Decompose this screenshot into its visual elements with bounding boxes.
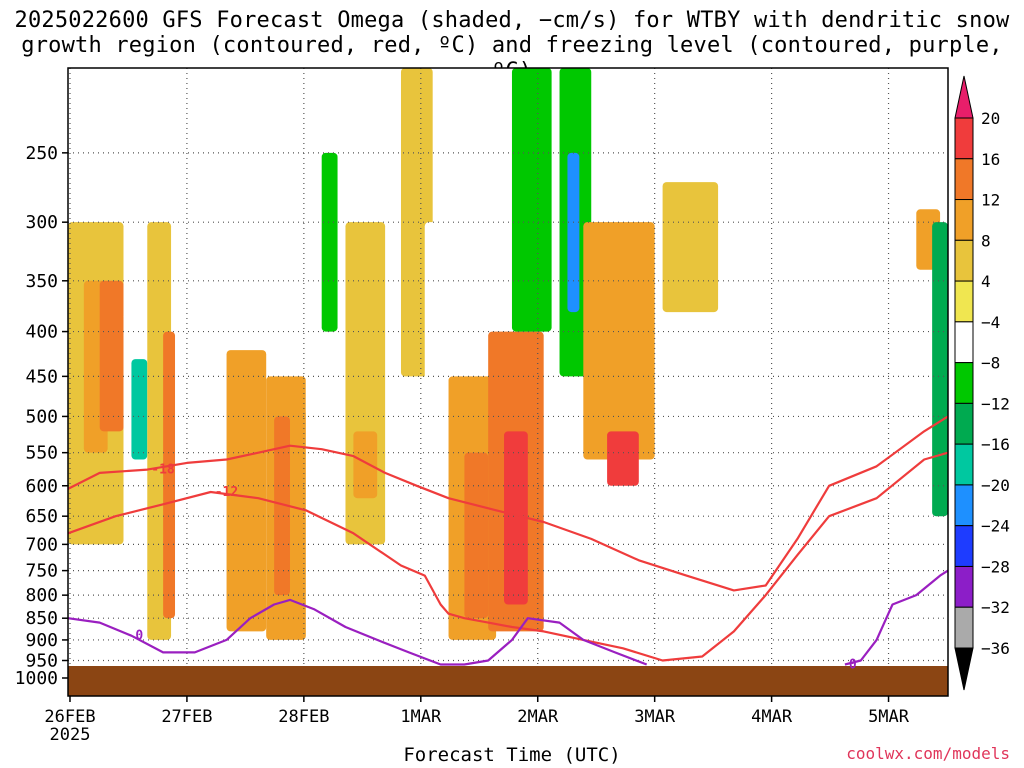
- y-tick-label: 750: [25, 561, 58, 582]
- plot-frame: [67, 67, 949, 697]
- colorbar-swatch: [954, 484, 974, 527]
- credit-link[interactable]: coolwx.com/models: [846, 744, 1010, 763]
- omega-shade-cell: [567, 152, 580, 313]
- colorbar-swatch: [954, 280, 974, 323]
- omega-shade-cell: [321, 152, 338, 332]
- colorbar-swatch: [954, 525, 974, 567]
- y-tick-label: 700: [25, 534, 58, 555]
- colorbar-swatch: [954, 362, 974, 404]
- y-tick-label: 250: [25, 143, 58, 164]
- omega-shade-cell: [844, 416, 901, 596]
- freezing-level-contour-right-label: 0: [849, 657, 857, 672]
- dgz-minus18-contour: [67, 415, 949, 592]
- y-tick-label: 350: [25, 271, 58, 292]
- colorbar-label: −8: [981, 354, 1000, 373]
- plot-area: [68, 68, 948, 696]
- y-axis: 2503003504004505005506006507007508008509…: [15, 143, 68, 689]
- colorbar-swatch: [954, 402, 974, 445]
- colorbar-label: −36: [981, 639, 1010, 658]
- colorbar-top-triangle: [954, 75, 974, 119]
- colorbar-swatch: [954, 565, 974, 608]
- omega-shade-cell: [464, 452, 489, 619]
- y-tick-label: 300: [25, 212, 58, 233]
- colorbar-label: −24: [981, 517, 1010, 536]
- dgz-minus18-contour-label: -18: [151, 463, 175, 478]
- colorbar-swatch: [954, 117, 974, 160]
- x-axis: 26FEB 27FEB 28FEB 1MAR 2MAR 3MAR 4MAR 5MAR 2025: [44, 696, 910, 745]
- omega-shade-cell: [686, 331, 742, 596]
- omega-shade-cell: [99, 280, 124, 432]
- colorbar-swatch: [954, 199, 974, 241]
- x-tick-label: 5MAR: [868, 707, 910, 727]
- x-tick-label: 4MAR: [751, 707, 793, 727]
- x-tick-label: 1MAR: [400, 707, 442, 727]
- x-tick-label: 26FEB: [44, 707, 95, 727]
- y-tick-label: 900: [25, 630, 58, 651]
- x-tick-label: 2MAR: [517, 707, 559, 727]
- y-tick-label: 950: [25, 650, 58, 671]
- colorbar-label: 16: [981, 150, 1000, 169]
- chart-title-line-1: 2025022600 GFS Forecast Omega (shaded, −…: [14, 8, 1010, 33]
- y-tick-label: 400: [25, 322, 58, 343]
- colorbar-label: −28: [981, 557, 1010, 576]
- chart-title-line-2: growth region (contoured, red, ºC) and f…: [21, 33, 1003, 84]
- colorbar-label: 4: [981, 272, 991, 291]
- omega-shade-cell: [504, 431, 528, 605]
- colorbar-label: 12: [981, 191, 1000, 210]
- grid: [68, 68, 948, 666]
- omega-shade-cell: [353, 431, 378, 499]
- omega-shade-cell: [163, 331, 176, 619]
- x-tick-label: 28FEB: [278, 707, 329, 727]
- colorbar-label: −4: [981, 313, 1000, 332]
- y-tick-label: 450: [25, 366, 58, 387]
- y-tick-label: 550: [25, 443, 58, 464]
- colorbar-swatch: [954, 239, 974, 282]
- colorbar-label: −16: [981, 435, 1010, 454]
- y-tick-label: 1000: [15, 668, 58, 689]
- colorbar-swatch: [954, 443, 974, 486]
- omega-shade-cell: [131, 359, 148, 460]
- omega-shade-cell: [424, 222, 449, 486]
- omega-shade-cell: [226, 350, 267, 632]
- colorbar-label: −32: [981, 598, 1010, 617]
- freezing-level-contour-label: 0: [135, 629, 143, 644]
- colorbar-label: 20: [981, 109, 1000, 128]
- freezing-level-contour: [67, 598, 648, 666]
- colorbar-label: −12: [981, 394, 1010, 413]
- omega-shade-cell: [607, 431, 639, 486]
- omega-shade-cell: [591, 510, 663, 605]
- omega-shade-cell: [511, 68, 552, 332]
- x-tick-label: 27FEB: [161, 707, 212, 727]
- y-tick-label: 600: [25, 476, 58, 497]
- colorbar-swatch: [954, 606, 974, 649]
- dgz-minus12-contour: [67, 451, 949, 662]
- colorbar-label: −20: [981, 476, 1010, 495]
- y-tick-label: 500: [25, 406, 58, 427]
- omega-shade-cell: [583, 222, 655, 460]
- omega-shade-cell: [932, 222, 948, 517]
- x-axis-title: Forecast Time (UTC): [403, 744, 621, 766]
- x-tick-label: 3MAR: [634, 707, 676, 727]
- colorbar-bottom-triangle: [954, 647, 974, 691]
- y-tick-label: 800: [25, 585, 58, 606]
- freezing-level-contour-right: [844, 569, 949, 666]
- colorbar-swatch: [954, 158, 974, 201]
- dgz-minus12-contour-label: -12: [215, 485, 238, 500]
- y-tick-label: 650: [25, 506, 58, 527]
- omega-shade-cell: [194, 152, 227, 351]
- contours: -18 -12 0 0: [67, 415, 949, 672]
- colorbar: 20 16 12 8 4 −4 −8 −12 −16 −20 −24 −28 −32 −36: [954, 75, 1010, 691]
- plot-border: [67, 67, 949, 697]
- omega-shade-cell: [662, 182, 719, 313]
- y-tick-label: 850: [25, 608, 58, 629]
- ground-surface: [68, 666, 948, 696]
- colorbar-label: 8: [981, 231, 991, 250]
- omega-shade-cell: [274, 416, 290, 596]
- colorbar-swatch: [954, 321, 974, 364]
- x-year-label: 2025: [50, 725, 91, 745]
